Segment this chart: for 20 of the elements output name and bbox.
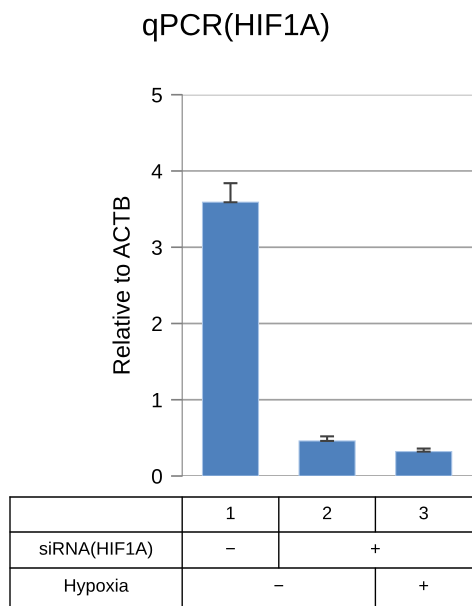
y-tick-label: 1 bbox=[152, 392, 162, 408]
x-tick-label: 1 bbox=[226, 506, 235, 520]
text: Hypoxia bbox=[64, 578, 129, 596]
chart-title: qPCR(HIF1A) bbox=[143, 13, 328, 42]
text: + bbox=[419, 581, 428, 590]
bar bbox=[202, 202, 260, 476]
y-tick-label: 0 bbox=[152, 469, 162, 484]
x-tick-label: 3 bbox=[419, 506, 428, 520]
text: + bbox=[371, 544, 380, 554]
y-tick-label: 3 bbox=[152, 240, 162, 255]
text: − bbox=[226, 548, 235, 550]
text: − bbox=[274, 585, 284, 586]
y-tick-label: 5 bbox=[152, 88, 162, 102]
x-tick-label: 2 bbox=[322, 506, 332, 520]
text: siRNA(HIF1A) bbox=[39, 542, 152, 558]
y-tick-label: 2 bbox=[152, 316, 162, 332]
y-axis-title: Relative to ACTB bbox=[112, 196, 130, 374]
y-tick-label: 4 bbox=[152, 164, 162, 179]
bar bbox=[395, 451, 452, 476]
bar bbox=[298, 440, 356, 476]
